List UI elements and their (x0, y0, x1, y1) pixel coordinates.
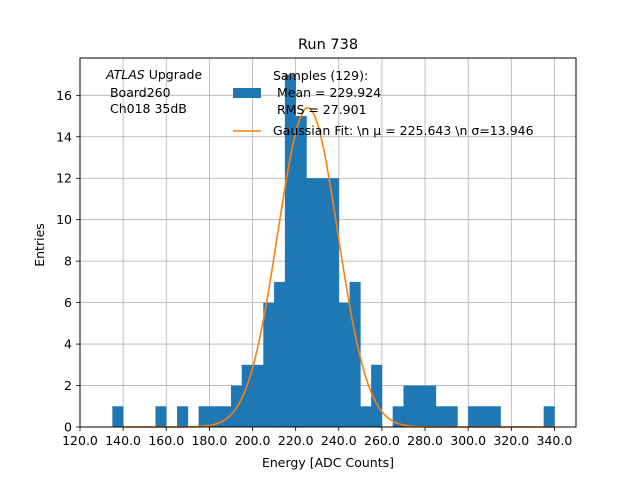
x-tick-label: 260.0 (364, 433, 400, 448)
y-tick-label: 12 (56, 171, 72, 186)
y-tick-label: 2 (64, 378, 72, 393)
legend-fit-label: Gaussian Fit: \n μ = 225.643 \n σ=13.946 (273, 123, 534, 138)
histogram-bar (360, 406, 372, 427)
histogram-bar (489, 406, 501, 427)
chart-title: Run 738 (298, 37, 358, 53)
histogram-bar (349, 281, 361, 427)
histogram-bar (198, 406, 210, 427)
histogram-bar (425, 385, 437, 427)
x-tick-label: 220.0 (278, 433, 314, 448)
histogram-bar (435, 406, 447, 427)
histogram-bar (230, 385, 243, 427)
histogram-bar (112, 406, 124, 427)
x-tick-label: 160.0 (148, 433, 184, 448)
y-tick-label: 10 (56, 212, 72, 227)
y-tick-label: 0 (64, 420, 72, 435)
y-tick-label: 16 (56, 88, 72, 103)
y-tick-label: 4 (64, 337, 72, 352)
histogram-bar (209, 406, 221, 427)
histogram-bars (112, 74, 555, 428)
histogram-bar (317, 178, 329, 427)
y-tick-label: 14 (56, 129, 72, 144)
legend-histogram-swatch (233, 88, 261, 98)
x-tick-label: 340.0 (537, 433, 573, 448)
legend-histogram-line-2: Mean = 229.924 (273, 85, 381, 100)
legend-histogram-line-1: Samples (129): (273, 68, 368, 83)
histogram-bar (543, 406, 555, 427)
annotation-line-1: ATLAS Upgrade (105, 67, 202, 82)
histogram-bar (274, 281, 286, 427)
legend-histogram-line-3: RMS = 27.901 (273, 102, 367, 117)
annotation-line-3: Ch018 35dB (106, 101, 187, 116)
x-tick-label: 300.0 (450, 433, 486, 448)
histogram-bar (446, 406, 458, 427)
x-axis-ticks: 120.0 140.0 160.0 180.0 200.0 220.0 240.0 260.0… (62, 427, 572, 448)
x-tick-label: 180.0 (191, 433, 227, 448)
y-tick-label: 8 (64, 254, 72, 269)
histogram-bar (306, 178, 318, 427)
x-tick-label: 320.0 (493, 433, 529, 448)
x-tick-label: 140.0 (105, 433, 141, 448)
x-tick-label: 200.0 (235, 433, 271, 448)
histogram-bar (295, 116, 307, 427)
x-tick-label: 280.0 (407, 433, 443, 448)
histogram-bar (177, 406, 189, 427)
histogram-bar (328, 178, 340, 427)
histogram-bar (155, 406, 167, 427)
histogram-bar (241, 364, 253, 427)
annotation-upgrade: Upgrade (145, 67, 203, 82)
y-axis-ticks: 0 2 4 6 8 10 12 14 16 (56, 88, 80, 435)
legend: Samples (129): Mean = 229.924 RMS = 27.9… (233, 68, 534, 138)
annotation-atlas: ATLAS (105, 67, 145, 82)
histogram-bar (478, 406, 491, 427)
histogram-bar (220, 406, 232, 427)
histogram-bar (252, 364, 264, 427)
histogram-bar (338, 302, 350, 427)
x-tick-label: 120.0 (62, 433, 98, 448)
y-axis-label: Entries (32, 223, 47, 267)
histogram-bar (263, 302, 275, 427)
y-tick-label: 6 (64, 295, 72, 310)
histogram-bar (468, 406, 480, 427)
x-axis-label: Energy [ADC Counts] (262, 455, 394, 470)
histogram-bar (284, 74, 296, 428)
plot-frame (79, 57, 577, 428)
histogram-bar (403, 385, 415, 427)
histogram-bar (392, 406, 404, 427)
histogram-bar (414, 385, 426, 427)
annotation-line-2: Board260 (106, 85, 171, 100)
atlas-annotation: ATLAS Upgrade Board260 Ch018 35dB (105, 67, 202, 116)
x-tick-label: 240.0 (321, 433, 357, 448)
histogram-bar (371, 364, 383, 427)
